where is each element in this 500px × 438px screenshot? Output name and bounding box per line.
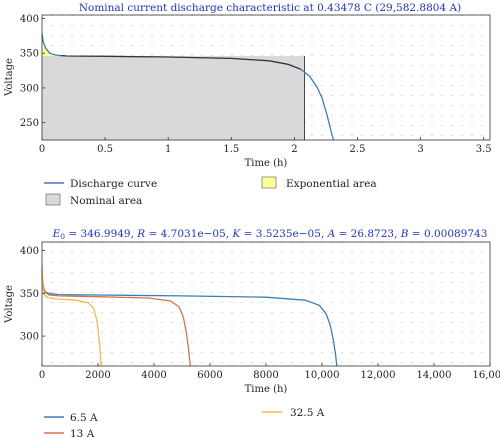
chart2-xlabel: Time (h) <box>245 384 288 395</box>
x-tick-label: 12,000 <box>361 370 396 381</box>
chart2-title-a-symbol: A <box>327 228 336 240</box>
x-tick-label: 2000 <box>85 370 110 381</box>
y-tick-label: 350 <box>20 49 39 60</box>
x-tick-label: 1 <box>165 144 171 155</box>
chart2-grid <box>51 242 483 366</box>
legend-swatch-nominal-area <box>45 193 61 206</box>
y-tick-label: 250 <box>20 118 39 129</box>
x-tick-label: 3 <box>417 144 423 155</box>
nominal-curve-segment <box>60 55 301 70</box>
chart2-title-e-subscript: 0 <box>60 232 65 241</box>
chart1-lines <box>41 33 335 141</box>
x-tick-label: 0.5 <box>97 144 113 155</box>
y-tick-label: 400 <box>20 246 39 257</box>
legend-label-discharge-curve: Discharge curve <box>70 178 157 190</box>
legend-label-32-5a: 32.5 A <box>290 407 325 419</box>
chart1-frame <box>41 14 491 141</box>
chart2-title-r-value: = 4.7031e−05, <box>145 228 232 240</box>
chart1-grid <box>51 15 483 140</box>
chart2-y-ticks: 300 350 400 <box>20 246 45 343</box>
series-line-32-5-a <box>41 263 102 367</box>
legend-label-exponential-area: Exponential area <box>286 178 377 190</box>
chart2-ylabel: Voltage <box>4 285 15 324</box>
x-tick-label: 1.5 <box>223 144 239 155</box>
x-tick-label: 3.5 <box>476 144 492 155</box>
chart1-legend: Discharge curve Nominal area Exponential… <box>44 176 377 207</box>
chart2-legend: 6.5 A 13 A 32.5 A <box>44 407 325 438</box>
x-tick-label: 6000 <box>197 370 222 381</box>
x-tick-label: 2 <box>291 144 297 155</box>
y-tick-label: 400 <box>20 14 39 25</box>
x-tick-label: 0 <box>39 144 45 155</box>
series-line-13-a <box>41 269 192 367</box>
nominal-area <box>42 55 305 140</box>
chart2-title: E0 = 346.9949, R = 4.7031e−05, K = 3.523… <box>52 228 488 241</box>
x-tick-label: 16,000 <box>473 370 500 381</box>
legend-label-6-5a: 6.5 A <box>70 412 98 424</box>
y-tick-label: 300 <box>20 83 39 94</box>
x-tick-label: 2.5 <box>350 144 366 155</box>
chart2-title-a-value: = 26.8723, <box>335 228 401 240</box>
chart2-lines <box>41 263 338 367</box>
legend-label-nominal-area: Nominal area <box>70 195 142 207</box>
chart2-title-r-symbol: R <box>136 228 145 240</box>
legend-label-13a: 13 A <box>70 428 95 438</box>
chart2-x-ticks: 0 2000 4000 6000 8000 10,000 12,000 14,000 16,00… <box>39 363 500 381</box>
chart1-y-ticks: 250 300 350 400 <box>20 14 45 129</box>
x-tick-label: 8000 <box>253 370 278 381</box>
chart1-xlabel: Time (h) <box>245 158 288 169</box>
chart2-frame <box>41 241 491 367</box>
chart1-x-ticks: 0 0.5 1 1.5 2 2.5 3 3.5 <box>39 137 492 155</box>
x-tick-label: 4000 <box>141 370 166 381</box>
chart2-title-e-symbol: E <box>52 228 61 240</box>
chart2-title-k-symbol: K <box>231 228 241 240</box>
chart2-title-k-value: = 3.5235e−05, <box>240 228 327 240</box>
y-tick-label: 300 <box>20 332 39 343</box>
x-tick-label: 14,000 <box>417 370 452 381</box>
y-tick-label: 350 <box>20 289 39 300</box>
x-tick-label: 10,000 <box>305 370 340 381</box>
chart1-title: Nominal current discharge characteristic… <box>79 2 461 14</box>
chart1-ylabel: Voltage <box>4 58 15 97</box>
x-tick-label: 0 <box>39 370 45 381</box>
chart2-title-b-value: = 0.00089743 <box>408 228 487 240</box>
chart1-areas <box>42 33 305 140</box>
legend-swatch-exponential-area <box>261 176 277 189</box>
chart2-title-b-symbol: B <box>400 228 409 240</box>
chart2-title-e-value: = 346.9949, <box>65 228 137 240</box>
